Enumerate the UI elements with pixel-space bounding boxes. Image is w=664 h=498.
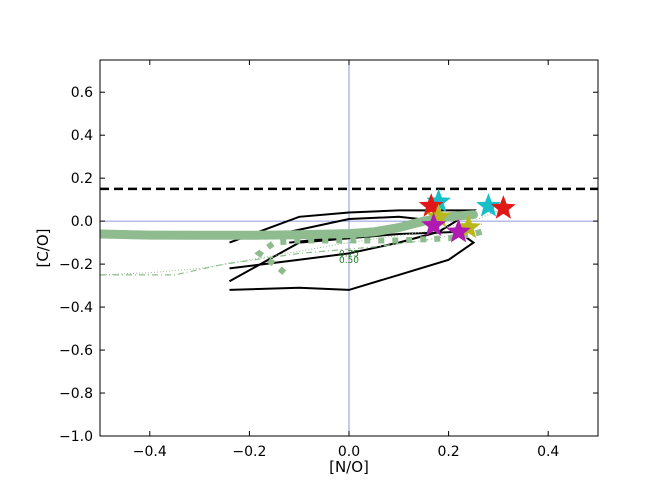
series-line-3 bbox=[100, 222, 484, 276]
contour-line-2 bbox=[229, 209, 478, 270]
star-marker-1 bbox=[476, 193, 501, 217]
star-marker-3 bbox=[426, 188, 451, 213]
plot-area: 0.500.75 bbox=[99, 59, 599, 437]
x-tick-label: 0.2 bbox=[437, 444, 459, 460]
contour-line-1 bbox=[229, 230, 476, 291]
y-tick-label: −0.2 bbox=[59, 257, 93, 273]
series-line-4 bbox=[100, 209, 499, 276]
x-tick-label: −0.4 bbox=[133, 444, 167, 460]
y-axis: −1.0 −0.8 −0.6 −0.4 −0.2 0.0 0.2 0.4 0.6 bbox=[59, 85, 598, 445]
contour-label-0.75: 0.75 bbox=[339, 250, 359, 260]
star-marker-2 bbox=[491, 195, 516, 219]
y-tick-label: −0.8 bbox=[59, 386, 93, 402]
x-axis-label: [N/O] bbox=[329, 458, 369, 476]
y-tick-label: −1.0 bbox=[59, 429, 93, 445]
star-marker-8 bbox=[446, 218, 471, 243]
y-axis-label: [C/O] bbox=[34, 228, 52, 267]
y-tick-label: 0.6 bbox=[71, 85, 93, 101]
y-tick-label: 0.0 bbox=[71, 214, 93, 230]
star-marker-4 bbox=[418, 193, 444, 217]
series-line-2 bbox=[254, 226, 490, 275]
y-tick-label: −0.4 bbox=[59, 300, 93, 316]
x-tick-label: −0.2 bbox=[232, 444, 266, 460]
x-axis: −0.4 −0.2 0.0 0.2 0.4 bbox=[133, 60, 559, 460]
star-marker-5 bbox=[426, 203, 451, 228]
star-marker-6 bbox=[456, 214, 481, 239]
y-tick-label: 0.2 bbox=[71, 171, 93, 187]
contour-label-0.50: 0.50 bbox=[339, 256, 359, 266]
y-tick-label: −0.6 bbox=[59, 343, 93, 359]
y-tick-label: 0.4 bbox=[71, 128, 93, 144]
star-marker-7 bbox=[421, 212, 446, 236]
x-tick-label: 0.0 bbox=[338, 444, 360, 460]
x-tick-label: 0.4 bbox=[537, 444, 559, 460]
